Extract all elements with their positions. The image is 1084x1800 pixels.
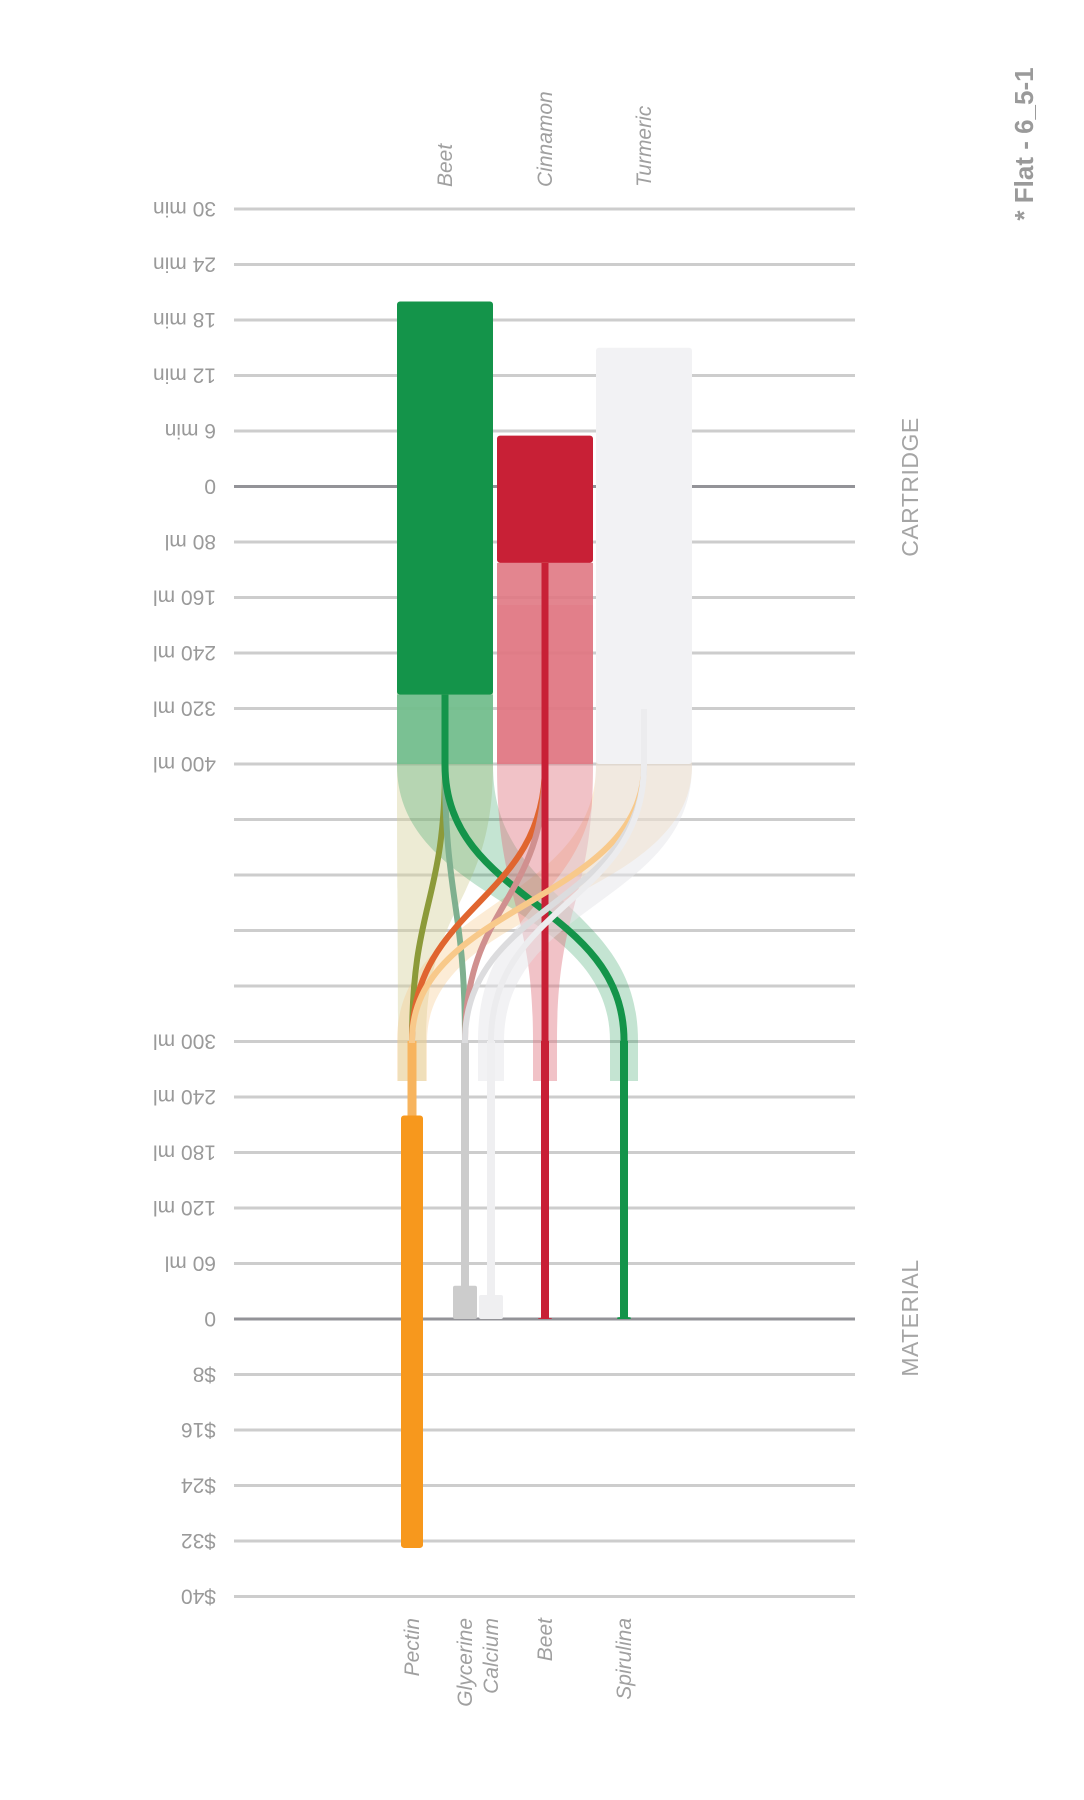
tick-label: 30 min [153,197,216,220]
version-label: * Flat - 6_5-1 [1009,67,1039,220]
cartridge-bar-turmeric [596,347,692,764]
tick-label: 6 min [165,419,216,442]
tick-label: 400 ml [153,752,216,775]
material-label: Calcium [480,1618,503,1694]
material-bar-glycerine [453,1285,477,1319]
tick-label: 180 ml [153,1141,216,1164]
tick-label: 120 ml [153,1196,216,1219]
cartridge-label: Turmeric [633,105,656,187]
tick-label: 0 [204,475,216,498]
material-label: Spirulina [613,1618,636,1700]
tick-label: 160 ml [153,586,216,609]
tick-label: $32 [181,1529,216,1552]
category-labels: Beet Cinnamon Turmeric Pectin Glycerine Calci… [401,91,656,1706]
section-label-material: MATERIAL [897,1259,923,1376]
material-bar-calcium [479,1294,503,1319]
tick-label: 240 ml [153,641,216,664]
material-bar-spirulina [617,1317,631,1319]
flow-beet-spirulina [441,694,628,1043]
tick-label: 18 min [153,308,216,331]
section-label-cartridge: CARTRIDGE [897,417,923,557]
tick-label: 320 ml [153,697,216,720]
tick-label: 80 ml [165,530,216,553]
material-bar-beet [538,1318,552,1319]
tick-label: $24 [181,1474,216,1497]
material-bar-pectin [401,1115,423,1548]
tick-label: $8 [193,1363,216,1386]
tick-label: $40 [181,1585,216,1608]
tick-label: 24 min [153,253,216,276]
tick-label: 60 ml [165,1252,216,1275]
material-label: Glycerine [454,1618,477,1707]
cartridge-label: Beet [434,143,457,187]
material-label: Pectin [401,1618,424,1676]
flow-lines [409,562,647,1043]
cartridge-bar-cinnamon [497,435,593,563]
tick-label: $16 [181,1418,216,1441]
cartridge-label: Cinnamon [534,91,557,187]
cartridge-bar-beet [397,301,493,695]
tick-label: 0 [204,1307,216,1330]
tick-label: 300 ml [153,1030,216,1053]
material-label: Beet [534,1617,557,1661]
tick-label: 240 ml [153,1085,216,1108]
flow-turmeric-calcium [488,709,647,1043]
tick-label: 12 min [153,364,216,387]
